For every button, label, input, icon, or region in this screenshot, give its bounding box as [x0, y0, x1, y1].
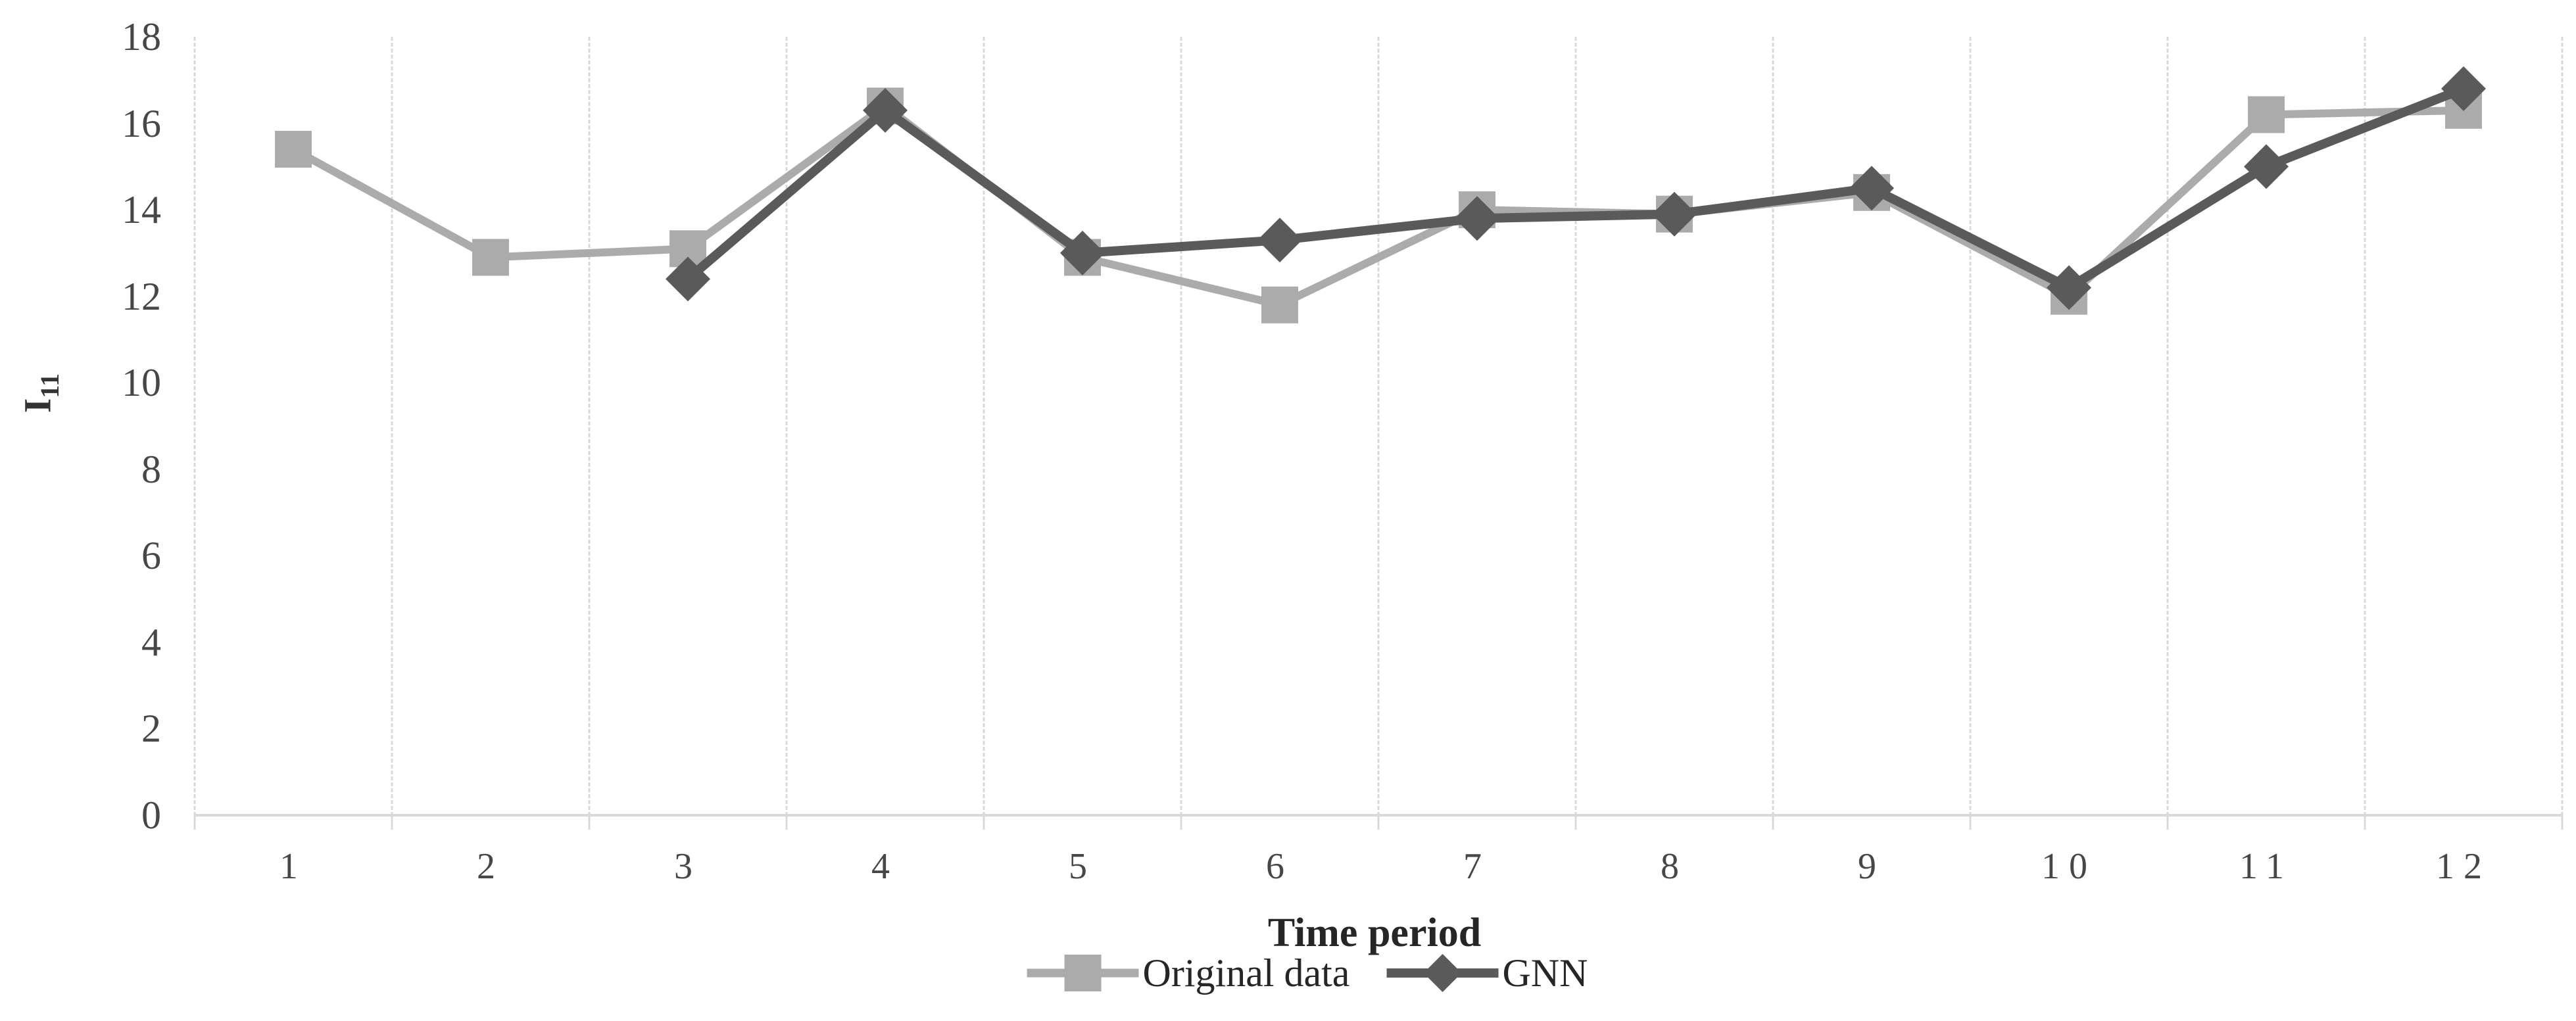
x-tick-label: 8 [1661, 846, 1688, 887]
y-tick-label: 4 [141, 620, 161, 664]
marker-diamond [1849, 166, 1894, 211]
y-tick-label: 2 [141, 707, 161, 751]
legend-label-gnn: GNN [1502, 951, 1588, 995]
marker-square [2248, 96, 2285, 133]
x-tick-label: 1 [279, 846, 307, 887]
x-tick-label: 9 [1858, 846, 1885, 887]
marker-diamond [2244, 144, 2289, 189]
x-tick-label: 5 [1069, 846, 1096, 887]
marker-diamond [666, 256, 710, 302]
y-tick-label: 6 [141, 534, 161, 578]
x-tick-label: 6 [1266, 846, 1294, 887]
x-tick-label: 11 [2239, 846, 2293, 887]
series-line-gnn [685, 84, 2466, 293]
y-tick-label: 18 [122, 15, 161, 59]
marker-diamond [1455, 196, 1499, 241]
x-tick-label: 2 [477, 846, 504, 887]
marker-diamond [2047, 265, 2091, 310]
marker-diamond [1257, 218, 1302, 263]
legend-swatch-diamond-icon [1386, 954, 1499, 992]
y-tick-label: 0 [141, 794, 161, 837]
x-tick-label: 7 [1463, 846, 1491, 887]
y-tick-label: 16 [122, 101, 161, 145]
x-axis-title: Time period [1267, 911, 1482, 955]
legend-item-original-data: Original data [1027, 951, 1350, 995]
legend: Original data GNN [1027, 952, 1588, 994]
y-tick-label: 8 [141, 447, 161, 491]
legend-swatch-square-icon [1027, 955, 1139, 991]
marker-diamond [1060, 230, 1105, 275]
x-tick-label: 12 [2436, 846, 2491, 887]
marker-square [1261, 286, 1298, 323]
y-tick-label: 12 [122, 274, 161, 318]
marker-diamond [1652, 191, 1697, 237]
x-tick-label: 10 [2041, 846, 2097, 887]
legend-label-original-data: Original data [1142, 951, 1350, 995]
marker-diamond [2441, 66, 2486, 111]
marker-square [472, 239, 509, 276]
y-tick-label: 14 [122, 188, 161, 232]
y-tick-label: 10 [122, 361, 161, 405]
x-tick-label: 3 [674, 846, 702, 887]
marker-diamond [863, 87, 908, 133]
marker-square [275, 131, 312, 168]
x-tick-label: 4 [871, 846, 899, 887]
legend-item-gnn: GNN [1386, 952, 1588, 994]
